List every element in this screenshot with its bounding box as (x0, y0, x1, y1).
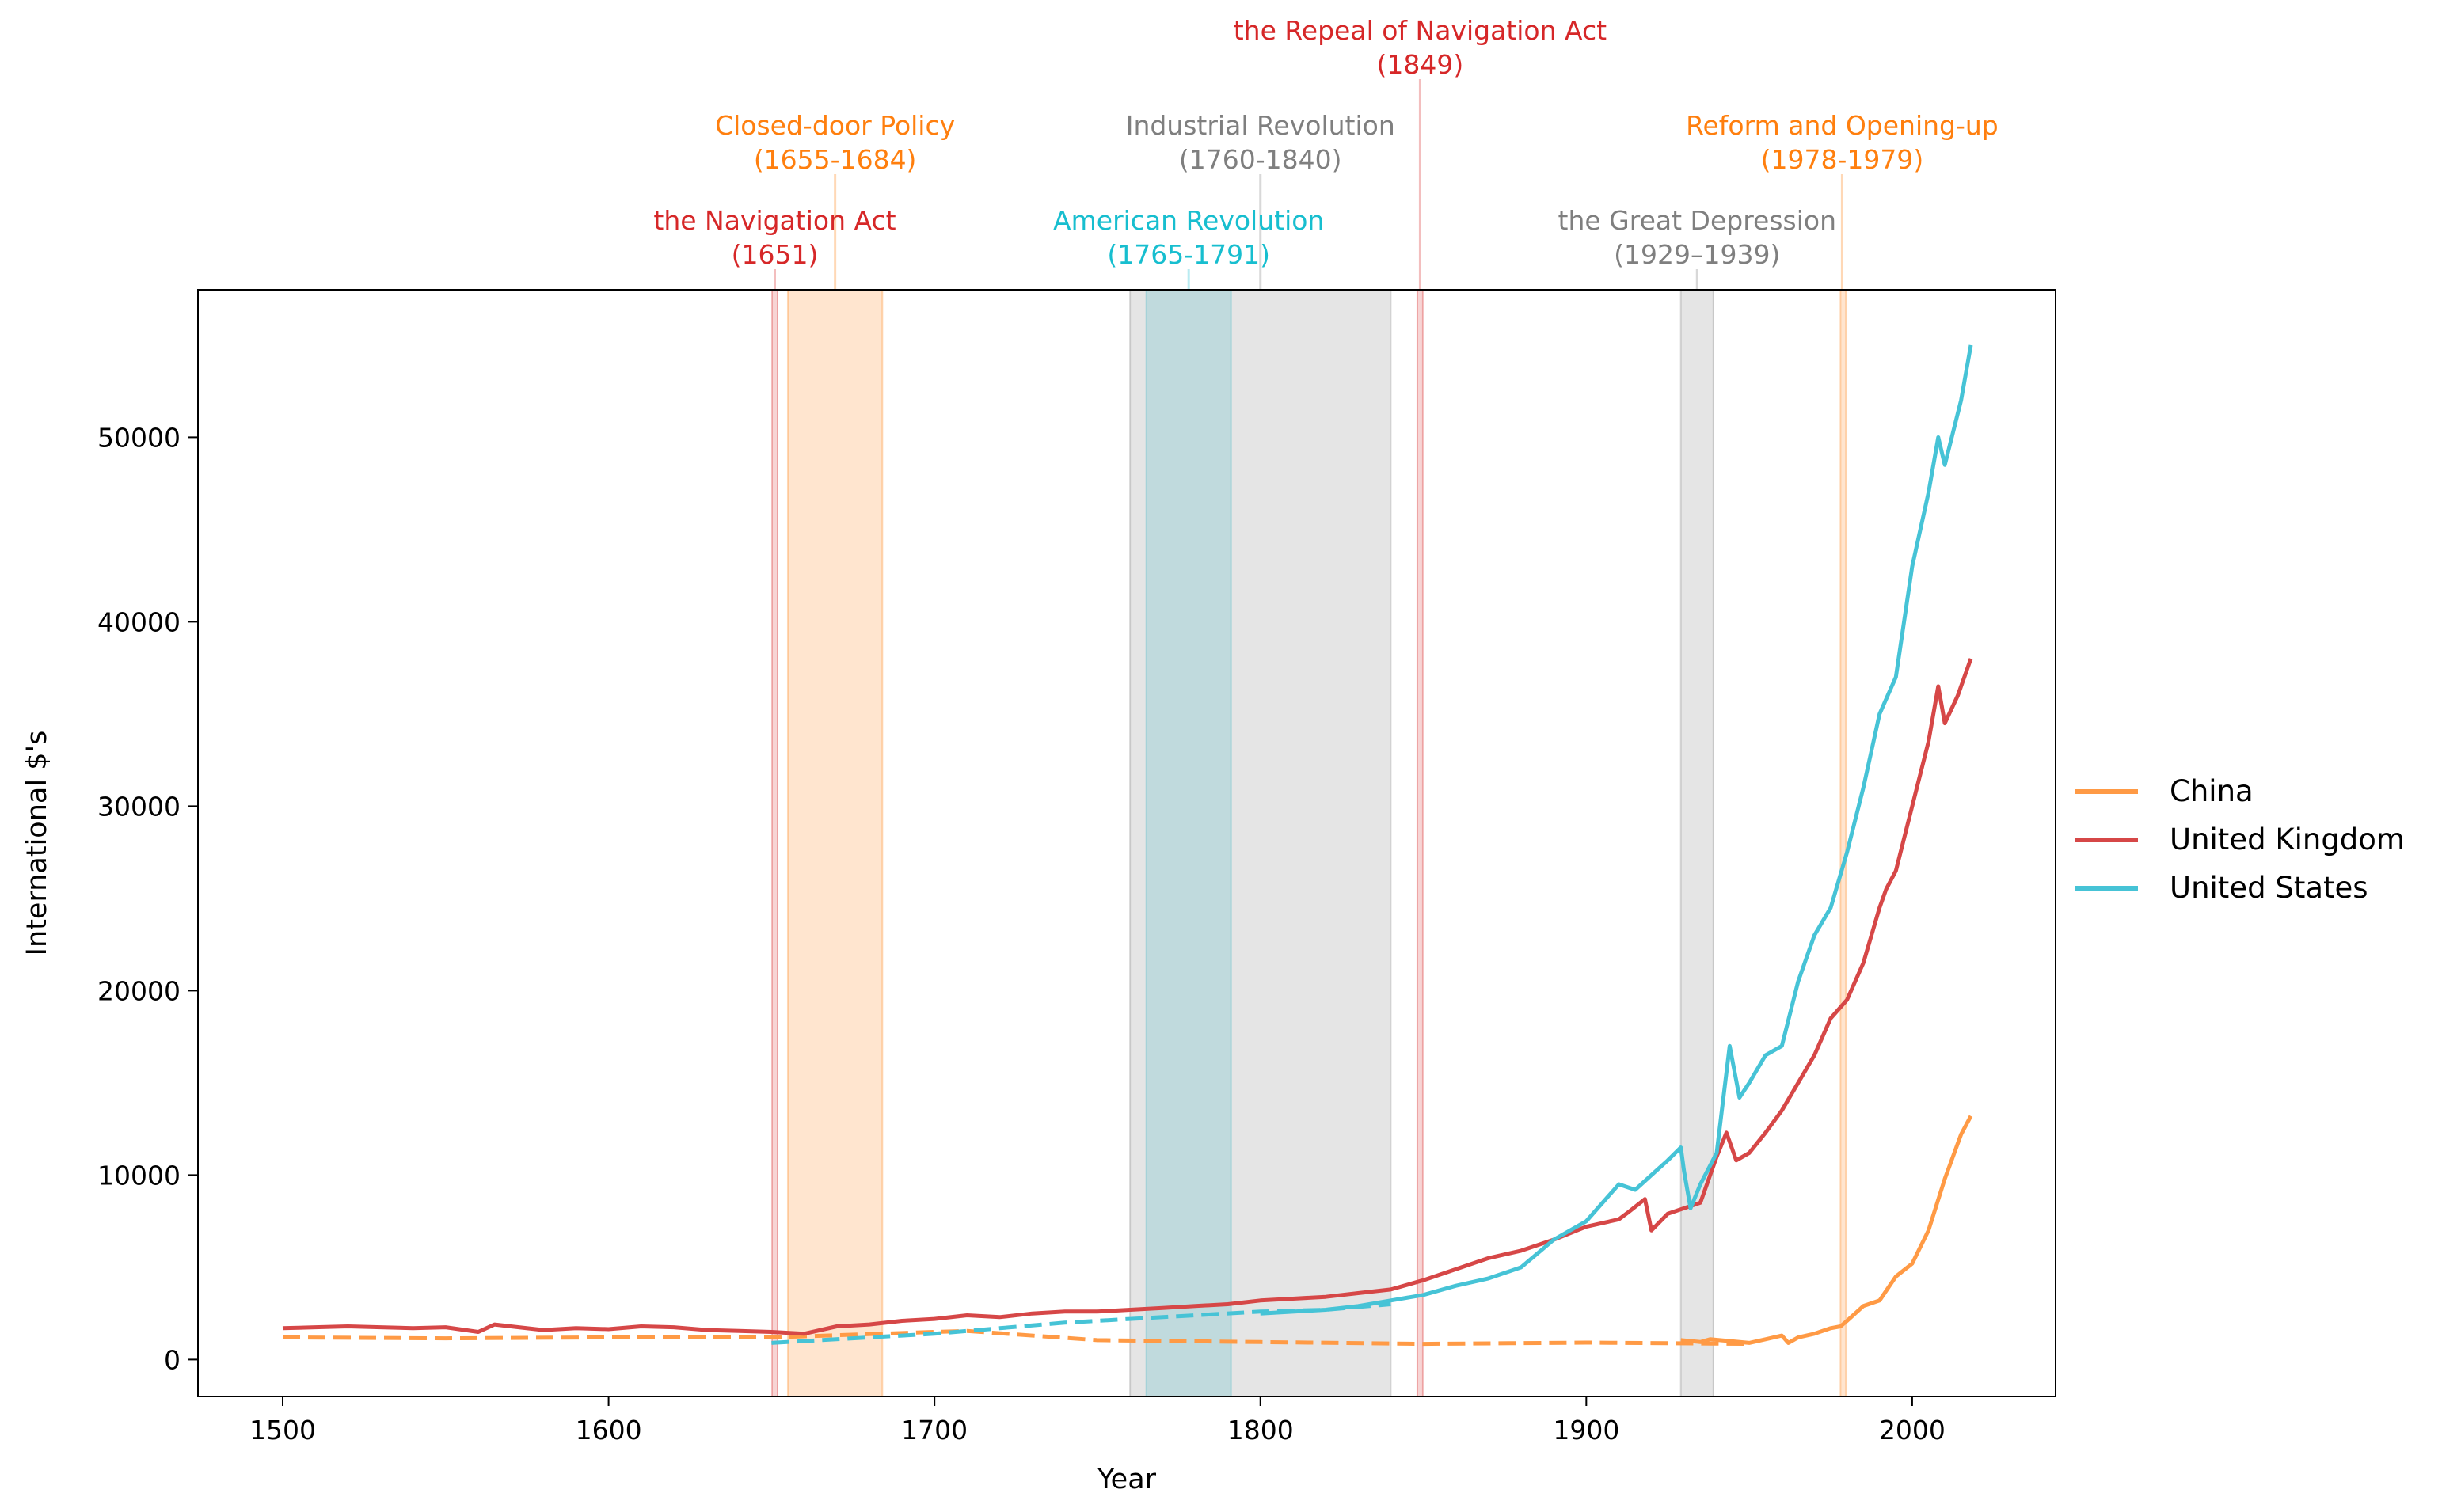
event-band-the-great-depression (1679, 289, 1714, 1397)
event-band-american-revolution (1145, 289, 1232, 1397)
event-period-the-great-depression: (1929–1939) (1614, 239, 1780, 270)
event-band-the-navigation-act (770, 289, 778, 1397)
event-bands (770, 79, 1847, 1397)
x-tick-label-1700: 1700 (901, 1415, 968, 1446)
event-band-closed-door-policy (786, 289, 884, 1397)
legend-label-united-states: United States (2170, 871, 2368, 905)
x-tick-label-1800: 1800 (1227, 1415, 1294, 1446)
series-line-united-kingdom (282, 658, 1973, 1336)
axes: 1500 1600 1700 1800 1900 20000100002000030000… (21, 422, 1946, 1495)
series-line-china (1680, 1115, 1973, 1345)
event-period-industrial-revolution: (1760-1840) (1179, 144, 1342, 175)
event-label-closed-door-policy: Closed-door Policy (715, 110, 955, 141)
event-labels: the Navigation Act(1651) Closed-door Poli… (653, 15, 1998, 270)
y-tick-label-20000: 20000 (97, 975, 181, 1006)
event-label-the-navigation-act: the Navigation Act (653, 205, 896, 236)
event-period-closed-door-policy: (1655-1684) (754, 144, 917, 175)
event-label-american-revolution: American Revolution (1053, 205, 1324, 236)
event-band-reform-and-opening-up (1839, 289, 1847, 1397)
event-period-reform-and-opening-up: (1978-1979) (1761, 144, 1924, 175)
event-period-the-repeal-of-navigation-act: (1849) (1377, 49, 1464, 80)
event-label-the-repeal-of-navigation-act: the Repeal of Navigation Act (1234, 15, 1607, 46)
event-label-the-great-depression: the Great Depression (1558, 205, 1836, 236)
y-tick-label-50000: 50000 (97, 422, 181, 453)
x-tick-label-1900: 1900 (1553, 1415, 1619, 1446)
legend-label-united-kingdom: United Kingdom (2170, 822, 2405, 857)
y-tick-label-40000: 40000 (97, 606, 181, 637)
event-period-the-navigation-act: (1651) (732, 239, 819, 270)
series-lines (282, 344, 1973, 1347)
event-label-industrial-revolution: Industrial Revolution (1126, 110, 1395, 141)
x-tick-label-1500: 1500 (249, 1415, 316, 1446)
legend-label-china: China (2170, 774, 2254, 808)
y-tick-label-10000: 10000 (97, 1160, 181, 1191)
x-axis-label: Year (1097, 1464, 1157, 1495)
event-label-reform-and-opening-up: Reform and Opening-up (1686, 110, 1999, 141)
legend: China United Kingdom United States (2075, 774, 2405, 905)
event-period-american-revolution: (1765-1791) (1107, 239, 1270, 270)
x-tick-label-2000: 2000 (1879, 1415, 1946, 1446)
event-band-industrial-revolution (1129, 289, 1392, 1397)
y-tick-label-0: 0 (164, 1344, 181, 1375)
y-tick-label-30000: 30000 (97, 791, 181, 822)
plot-frame (197, 289, 2056, 1397)
series-line-china-dashed (282, 1328, 1750, 1347)
x-tick-label-1600: 1600 (576, 1415, 642, 1446)
event-band-the-repeal-of-navigation-act (1416, 289, 1424, 1397)
y-axis-label: International $'s (21, 731, 53, 956)
series-line-united-states (1260, 344, 1973, 1316)
